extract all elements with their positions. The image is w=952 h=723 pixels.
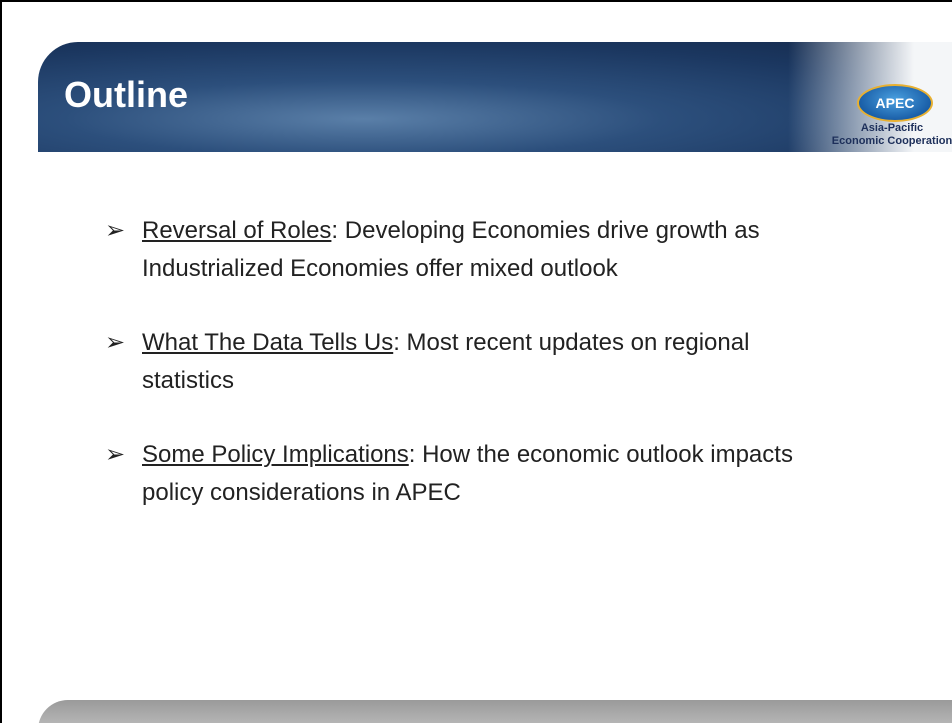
logo-line: Economic Cooperation — [831, 135, 952, 147]
bullet-text: : How the economic outlook impacts polic… — [142, 441, 793, 506]
slide-title: Outline — [64, 74, 188, 115]
bullet-arrow: ➢ — [105, 441, 126, 468]
bullet-term: Reversal of Roles — [142, 217, 332, 244]
bullet-item: ➢ Reversal of Roles: Developing Economies… — [105, 212, 825, 288]
logo-mark: APEC — [857, 84, 933, 122]
bullet-term: What The Data Tells Us — [142, 329, 394, 356]
bullet-term: Some Policy Implications — [142, 441, 409, 468]
bullet-item: ➢ What The Data Tells Us: Most recent upd… — [105, 324, 825, 400]
bullet-arrow: ➢ — [105, 217, 126, 244]
footer-band — [38, 700, 952, 723]
bullet-arrow: ➢ — [105, 329, 126, 356]
logo-caption: Asia-Pacific Economic Cooperation — [802, 122, 952, 148]
logo-line: Asia-Pacific — [860, 122, 924, 134]
bullet-text: : Developing Economies drive growth as I… — [142, 217, 760, 282]
bullet-text: : Most recent updates on regional statis… — [142, 329, 750, 394]
bullet-item: ➢ Some Policy Implications: How the econo… — [105, 436, 825, 512]
bullet-list: ➢ Reversal of Roles: Developing Economies… — [105, 212, 825, 548]
